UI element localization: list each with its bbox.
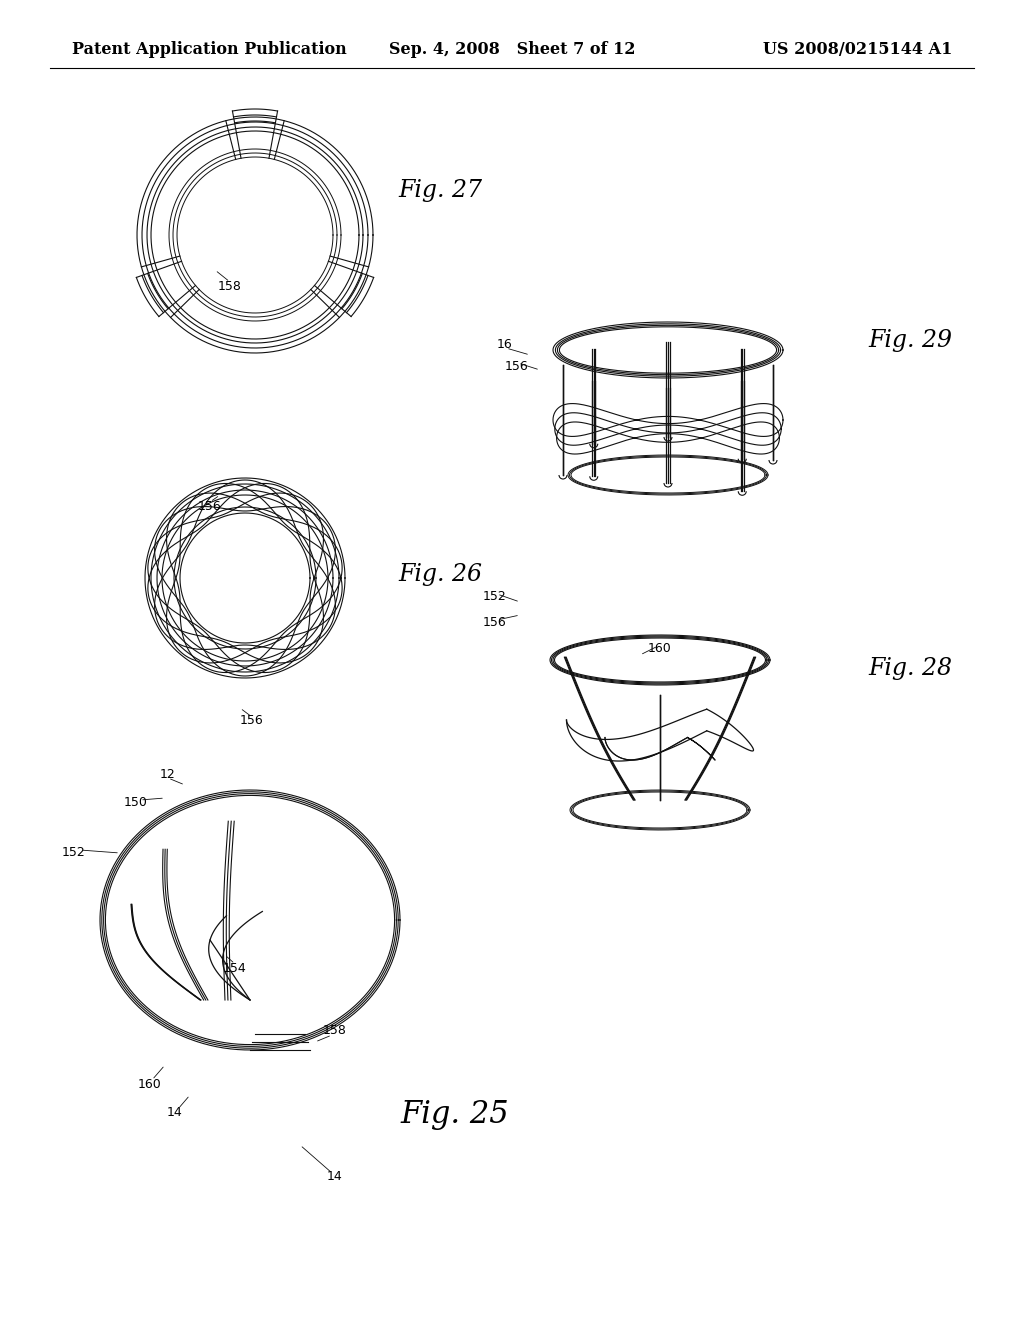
Text: 160: 160	[648, 643, 672, 656]
Text: 154: 154	[223, 961, 247, 974]
Text: 156: 156	[505, 359, 528, 372]
Text: 152: 152	[483, 590, 507, 603]
Text: 14: 14	[167, 1106, 183, 1119]
Text: Fig. 26: Fig. 26	[398, 564, 482, 586]
Text: 158: 158	[218, 281, 242, 293]
Text: Fig. 27: Fig. 27	[398, 178, 482, 202]
Text: 16: 16	[497, 338, 513, 351]
Text: 160: 160	[138, 1077, 162, 1090]
Text: Fig. 29: Fig. 29	[868, 329, 952, 351]
Text: 14: 14	[327, 1171, 343, 1184]
Text: US 2008/0215144 A1: US 2008/0215144 A1	[763, 41, 952, 58]
Text: Fig. 28: Fig. 28	[868, 656, 952, 680]
Text: 156: 156	[483, 616, 507, 630]
Text: 152: 152	[62, 846, 86, 859]
Text: 156: 156	[240, 714, 264, 726]
Text: Patent Application Publication: Patent Application Publication	[72, 41, 347, 58]
Text: 12: 12	[160, 768, 176, 781]
Text: Sep. 4, 2008   Sheet 7 of 12: Sep. 4, 2008 Sheet 7 of 12	[389, 41, 635, 58]
Text: 150: 150	[124, 796, 147, 808]
Text: 158: 158	[323, 1024, 347, 1038]
Text: 156: 156	[198, 499, 222, 512]
Text: Fig. 25: Fig. 25	[400, 1100, 509, 1130]
